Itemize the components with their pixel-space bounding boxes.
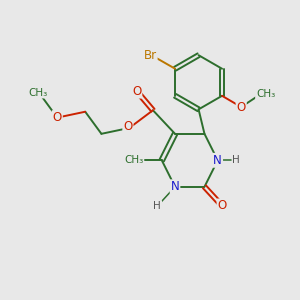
Text: O: O (123, 120, 133, 133)
Text: O: O (52, 111, 62, 124)
Text: CH₃: CH₃ (28, 88, 48, 98)
Text: H: H (232, 155, 240, 165)
Text: CH₃: CH₃ (124, 155, 143, 165)
Text: H: H (154, 201, 161, 211)
Text: O: O (132, 85, 141, 98)
Text: O: O (218, 200, 227, 212)
Text: CH₃: CH₃ (256, 89, 275, 99)
Text: N: N (171, 180, 179, 193)
Text: N: N (213, 154, 222, 167)
Text: Br: Br (143, 49, 157, 62)
Text: O: O (237, 100, 246, 113)
